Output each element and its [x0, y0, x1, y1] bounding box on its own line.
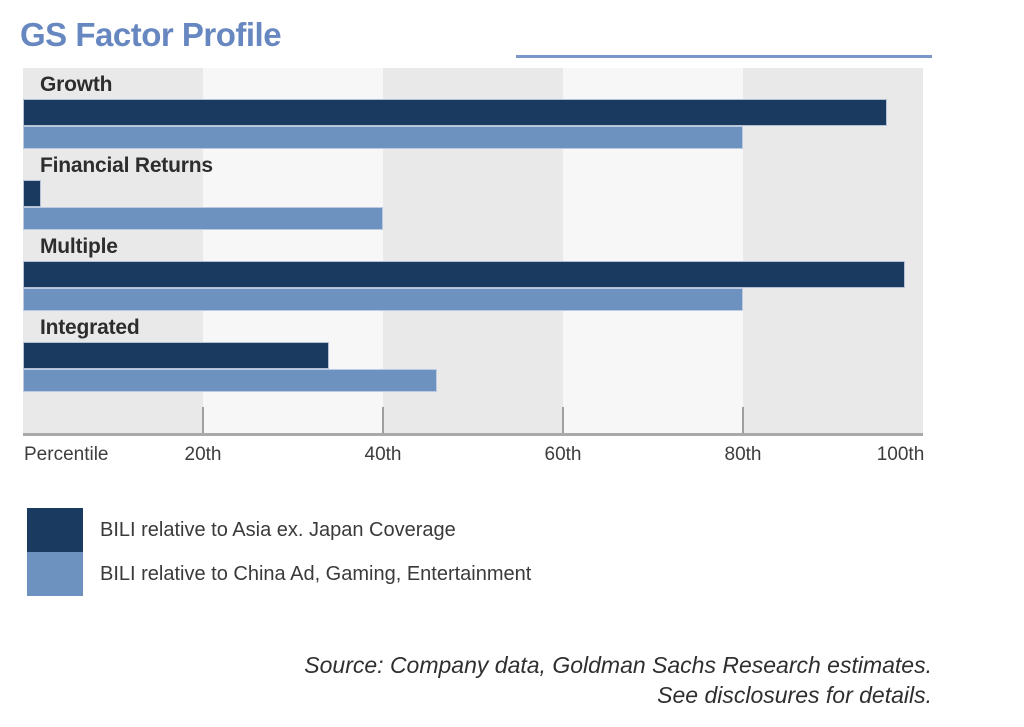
source-line-1: Source: Company data, Goldman Sachs Rese…	[304, 652, 932, 678]
axis-tick	[562, 407, 564, 433]
factor-profile-chart: Growth Financial Returns Multiple Integrate…	[23, 68, 923, 436]
legend-label: BILI relative to China Ad, Gaming, Enter…	[100, 562, 532, 585]
axis-tick	[202, 407, 204, 433]
series-bar	[23, 261, 905, 288]
series-bar	[23, 342, 329, 369]
series-bar	[23, 180, 41, 207]
series-bar	[23, 369, 437, 392]
page-title: GS Factor Profile	[20, 16, 282, 53]
source-note: Source: Company data, Goldman Sachs Rese…	[72, 650, 932, 710]
category-label: Financial Returns	[40, 154, 213, 177]
axis-tick	[742, 407, 744, 433]
axis-tick-label: 40th	[364, 444, 402, 465]
series-bar	[23, 288, 743, 311]
title-underline-rule	[516, 55, 932, 58]
series-bar	[23, 99, 887, 126]
axis-tick-label: 80th	[724, 444, 762, 465]
category-label: Growth	[40, 73, 113, 96]
chart-legend: BILI relative to Asia ex. Japan Coverage…	[27, 508, 531, 596]
x-axis-title: Percentile	[24, 444, 109, 465]
legend-swatch	[27, 508, 83, 552]
axis-tick-label: 60th	[544, 444, 582, 465]
axis-tick-label: 20th	[184, 444, 222, 465]
legend-item: BILI relative to Asia ex. Japan Coverage	[27, 508, 531, 552]
legend-item: BILI relative to China Ad, Gaming, Enter…	[27, 552, 531, 596]
source-line-2: See disclosures for details.	[657, 682, 932, 708]
category-label: Multiple	[40, 235, 118, 258]
grid-band	[743, 68, 923, 433]
axis-tick-label: 100th	[876, 444, 925, 465]
x-axis: Percentile 20th 40th 60th 80th 100th	[23, 444, 925, 468]
category-label: Integrated	[40, 316, 140, 339]
series-bar	[23, 207, 383, 230]
category-row: Growth	[23, 68, 923, 149]
category-row: Integrated	[23, 311, 923, 392]
series-bar	[23, 126, 743, 149]
legend-swatch	[27, 552, 83, 596]
category-row: Financial Returns	[23, 149, 923, 230]
axis-tick	[382, 407, 384, 433]
category-row: Multiple	[23, 230, 923, 311]
chart-rows: Growth Financial Returns Multiple Integrate…	[23, 68, 923, 433]
legend-label: BILI relative to Asia ex. Japan Coverage	[100, 518, 456, 541]
